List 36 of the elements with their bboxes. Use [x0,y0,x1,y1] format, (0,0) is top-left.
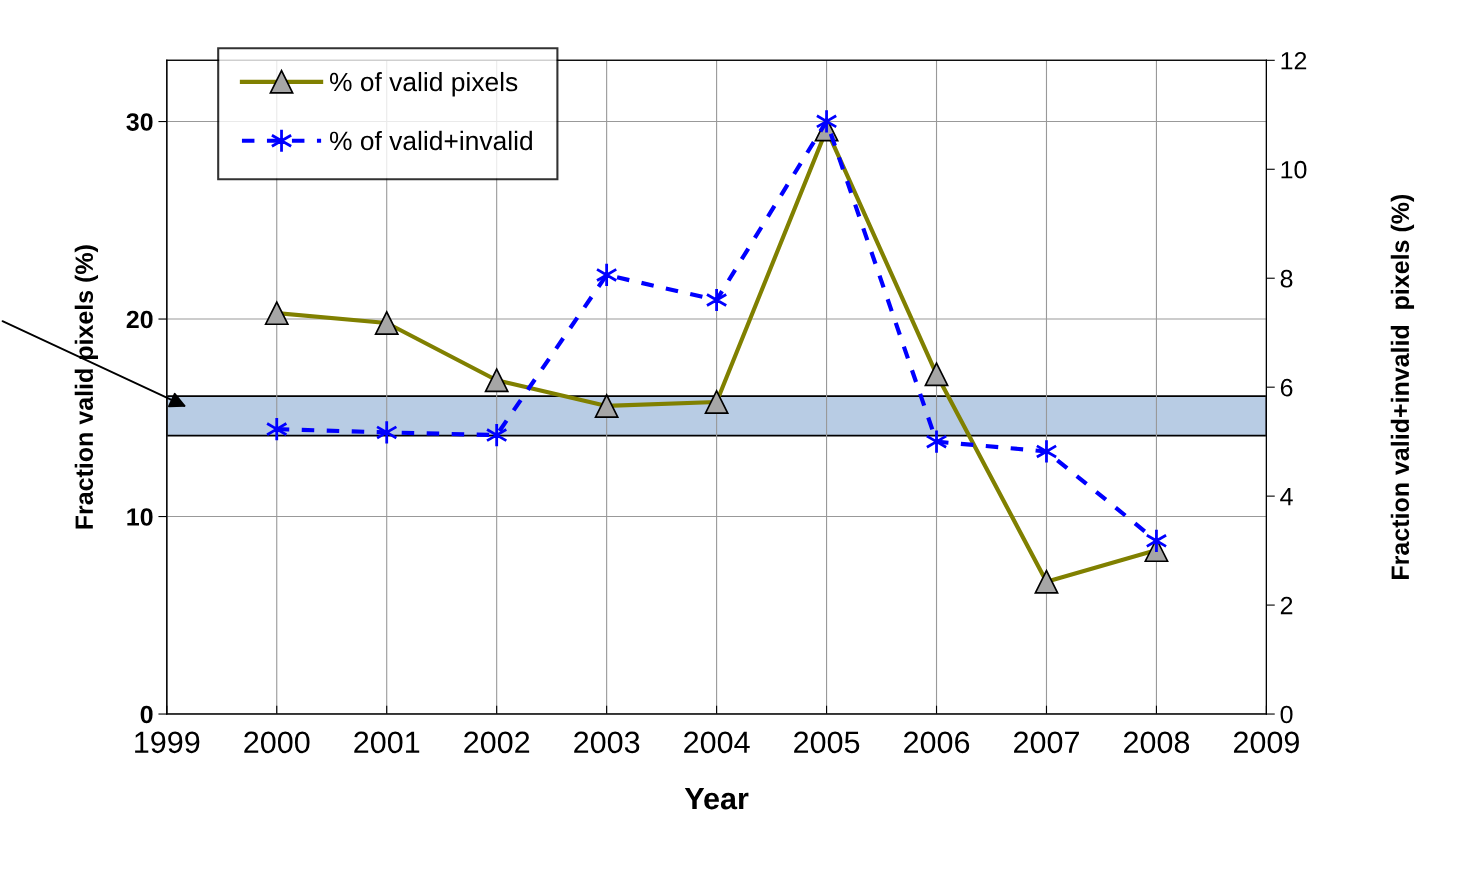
x-tick-label: 2003 [574,731,640,754]
x-tick-label: 2000 [244,731,310,754]
y2-tick-label: 6 [1280,378,1293,397]
x-axis-title: Year [684,788,749,810]
point [375,419,398,445]
y2-tick-label: 10 [1281,160,1307,179]
x-tick-label: 2004 [684,731,750,754]
x-tick-label: 2009 [1233,731,1299,754]
x-tick-label: 2001 [354,731,420,754]
legend-label: % of valid+invalid [329,130,532,151]
y-tick-label: 30 [126,113,153,131]
point [1035,438,1058,464]
point [705,287,728,313]
y2-tick-label: 4 [1280,487,1293,506]
x-tick-label: 2008 [1124,731,1190,754]
y2-tick-label: 12 [1281,51,1307,70]
point [815,108,838,134]
y2-tick-label: 0 [1280,705,1293,724]
y-tick-label: 10 [127,508,153,526]
point [265,416,288,442]
point [925,429,948,455]
x-tick-label: 2005 [794,731,860,754]
point [485,422,508,448]
y2-axis-title: Fraction valid+invalid pixels (%) [1390,194,1415,579]
y-tick-label: 20 [126,310,153,329]
x-tick-label: 2006 [904,731,970,754]
y2-tick-label: 8 [1280,269,1293,288]
y2-tick-label: 2 [1280,596,1293,615]
y-tick-label: 0 [140,705,153,724]
legend-label: % of valid pixels [329,71,518,97]
x-tick-label: 2002 [464,731,530,754]
x-tick-label: 2007 [1014,731,1079,754]
point [1145,528,1168,554]
x-tick-label: 1999 [135,731,200,754]
point [595,262,618,288]
y-axis-title: Fraction valid pixels (%) [74,245,99,529]
